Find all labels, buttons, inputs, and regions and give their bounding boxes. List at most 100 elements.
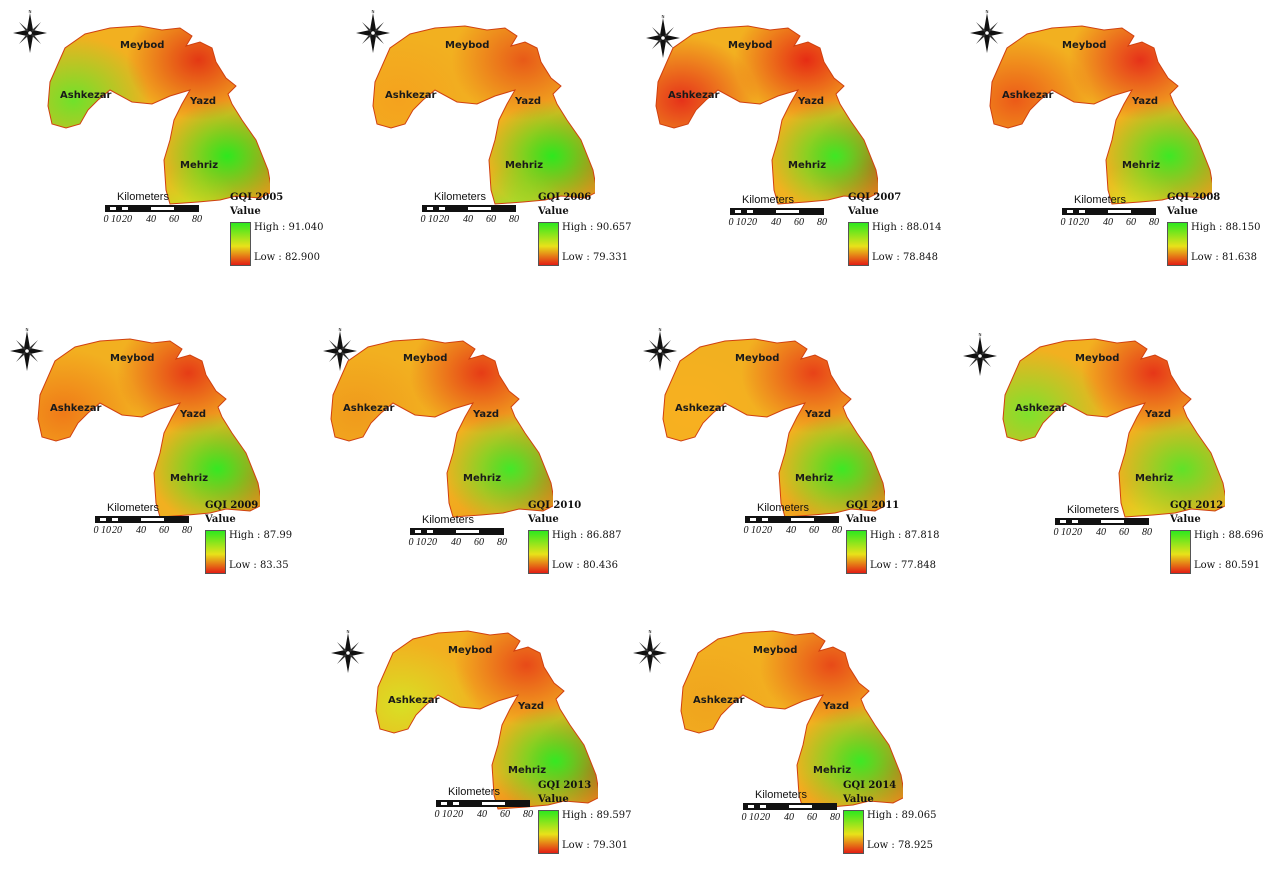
scale-tick: 10 — [749, 812, 759, 823]
scale-tick: 10 — [751, 525, 761, 536]
scale-tick: 80 — [1142, 527, 1152, 538]
svg-text:N: N — [649, 630, 652, 634]
city-label-meybod: Meybod — [1075, 353, 1119, 364]
city-label-meybod: Meybod — [728, 40, 772, 51]
scale-tick: 0 — [408, 537, 414, 548]
legend-high-value: High : 88.150 — [1191, 222, 1261, 233]
scale-title: Kilometers — [755, 789, 807, 801]
province-boundary — [680, 630, 903, 810]
svg-text:N: N — [979, 333, 982, 337]
city-label-mehriz: Mehriz — [1122, 160, 1160, 171]
city-label-mehriz: Mehriz — [813, 765, 851, 776]
legend-value-label: Value — [848, 206, 879, 217]
scale-tick: 10 — [1061, 527, 1071, 538]
legend-title: GQI 2005 — [230, 192, 284, 203]
legend-low-value: Low : 81.638 — [1191, 252, 1257, 263]
scale-tick: 60 — [500, 809, 510, 820]
scale-tick: 80 — [832, 525, 842, 536]
svg-text:N: N — [29, 10, 32, 14]
svg-text:N: N — [372, 10, 375, 14]
scale-tick: 20 — [439, 214, 449, 225]
legend-high-value: High : 88.696 — [1194, 530, 1264, 541]
scale-tick: 40 — [146, 214, 156, 225]
compass-rose-icon: N — [643, 14, 683, 65]
city-label-ashkezar: Ashkezar — [60, 90, 112, 101]
province-map: Meybod Ashkezar Yazd Mehriz — [662, 338, 885, 518]
city-label-ashkezar: Ashkezar — [675, 403, 727, 414]
legend-value-label: Value — [538, 794, 569, 805]
province-boundary — [330, 338, 553, 518]
legend-title: GQI 2011 — [846, 500, 900, 511]
scale-tick: 10 — [736, 217, 746, 228]
scale-tick: 10 — [101, 525, 111, 536]
svg-text:N: N — [659, 328, 662, 332]
city-label-yazd: Yazd — [179, 409, 206, 420]
compass-rose-icon: N — [328, 629, 368, 680]
city-label-yazd: Yazd — [822, 701, 849, 712]
scale-tick: 20 — [453, 809, 463, 820]
scale-tick: 60 — [169, 214, 179, 225]
scale-tick: 20 — [1079, 217, 1089, 228]
city-label-mehriz: Mehriz — [795, 473, 833, 484]
legend-title: GQI 2014 — [843, 780, 897, 791]
scale-tick: 40 — [1103, 217, 1113, 228]
scale-tick: 10 — [416, 537, 426, 548]
legend-value-label: Value — [846, 514, 877, 525]
scale-tick: 20 — [1072, 527, 1082, 538]
legend-title: GQI 2013 — [538, 780, 592, 791]
scale-tick: 60 — [807, 812, 817, 823]
scale-tick: 10 — [442, 809, 452, 820]
legend-value-label: Value — [843, 794, 874, 805]
scale-tick: 40 — [771, 217, 781, 228]
legend-color-ramp — [1170, 530, 1191, 574]
legend-color-ramp — [205, 530, 226, 574]
scale-tick: 10 — [111, 214, 121, 225]
scale-tick: 40 — [477, 809, 487, 820]
city-label-yazd: Yazd — [1131, 96, 1158, 107]
legend-value-label: Value — [230, 206, 261, 217]
legend-low-value: Low : 80.436 — [552, 560, 618, 571]
scale-tick: 40 — [1096, 527, 1106, 538]
city-label-yazd: Yazd — [1144, 409, 1171, 420]
legend-title: GQI 2008 — [1167, 192, 1221, 203]
scale-tick: 0 — [1053, 527, 1059, 538]
legend-color-ramp — [538, 222, 559, 266]
legend-title: GQI 2009 — [205, 500, 259, 511]
province-map: Meybod Ashkezar Yazd Mehriz — [1002, 338, 1225, 518]
city-label-mehriz: Mehriz — [170, 473, 208, 484]
scale-bar — [730, 208, 824, 215]
scale-title: Kilometers — [742, 194, 794, 206]
scale-tick: 20 — [427, 537, 437, 548]
province-boundary — [989, 25, 1212, 205]
city-label-mehriz: Mehriz — [788, 160, 826, 171]
city-label-meybod: Meybod — [448, 645, 492, 656]
province-boundary — [37, 338, 260, 518]
city-label-yazd: Yazd — [514, 96, 541, 107]
svg-text:N: N — [26, 328, 29, 332]
legend-value-label: Value — [1167, 206, 1198, 217]
scale-bar — [1062, 208, 1156, 215]
scale-tick: 10 — [1068, 217, 1078, 228]
province-map: Meybod Ashkezar Yazd Mehriz — [655, 25, 878, 205]
city-label-meybod: Meybod — [110, 353, 154, 364]
legend-low-value: Low : 79.331 — [562, 252, 628, 263]
scale-title: Kilometers — [757, 502, 809, 514]
province-map: Meybod Ashkezar Yazd Mehriz — [372, 25, 595, 205]
city-label-mehriz: Mehriz — [463, 473, 501, 484]
scale-tick: 80 — [1149, 217, 1159, 228]
scale-bar — [95, 516, 189, 523]
scale-bar — [436, 800, 530, 807]
legend-high-value: High : 88.014 — [872, 222, 942, 233]
scale-tick: 20 — [112, 525, 122, 536]
scale-tick: 60 — [159, 525, 169, 536]
legend-high-value: High : 90.657 — [562, 222, 632, 233]
scale-bar — [422, 205, 516, 212]
scale-bar — [743, 803, 837, 810]
scale-tick: 0 — [743, 525, 749, 536]
scale-tick: 80 — [817, 217, 827, 228]
legend-color-ramp — [230, 222, 251, 266]
city-label-ashkezar: Ashkezar — [1015, 403, 1067, 414]
